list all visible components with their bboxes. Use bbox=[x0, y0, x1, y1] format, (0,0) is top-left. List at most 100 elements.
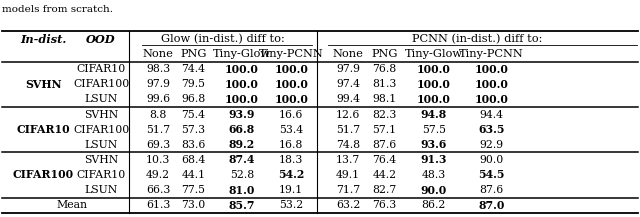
Text: None: None bbox=[333, 49, 364, 59]
Text: Mean: Mean bbox=[57, 200, 88, 210]
Text: 77.5: 77.5 bbox=[181, 185, 205, 195]
Text: 85.7: 85.7 bbox=[228, 200, 255, 211]
Text: 100.0: 100.0 bbox=[225, 64, 259, 75]
Text: CIFAR10: CIFAR10 bbox=[17, 124, 70, 135]
Text: 97.4: 97.4 bbox=[336, 79, 360, 89]
Text: 90.0: 90.0 bbox=[479, 155, 504, 165]
Text: 100.0: 100.0 bbox=[417, 64, 451, 75]
Text: 53.4: 53.4 bbox=[279, 125, 303, 135]
Text: 16.6: 16.6 bbox=[279, 110, 303, 120]
Text: 76.8: 76.8 bbox=[372, 64, 397, 74]
Text: 54.5: 54.5 bbox=[478, 169, 505, 180]
Text: 90.0: 90.0 bbox=[420, 184, 447, 196]
Text: 68.4: 68.4 bbox=[181, 155, 205, 165]
Text: 63.5: 63.5 bbox=[478, 124, 505, 135]
Text: 81.3: 81.3 bbox=[372, 79, 397, 89]
Text: 100.0: 100.0 bbox=[417, 94, 451, 105]
Text: Tiny-PCNN: Tiny-PCNN bbox=[259, 49, 324, 59]
Text: 61.3: 61.3 bbox=[146, 200, 170, 210]
Text: 52.8: 52.8 bbox=[230, 170, 254, 180]
Text: CIFAR100: CIFAR100 bbox=[73, 79, 129, 89]
Text: 79.5: 79.5 bbox=[181, 79, 205, 89]
Text: 51.7: 51.7 bbox=[336, 125, 360, 135]
Text: 97.9: 97.9 bbox=[146, 79, 170, 89]
Text: 86.2: 86.2 bbox=[422, 200, 446, 210]
Text: 63.2: 63.2 bbox=[336, 200, 360, 210]
Text: 66.3: 66.3 bbox=[146, 185, 170, 195]
Text: 92.9: 92.9 bbox=[479, 140, 504, 150]
Text: 76.4: 76.4 bbox=[372, 155, 397, 165]
Text: 99.6: 99.6 bbox=[146, 94, 170, 104]
Text: CIFAR10: CIFAR10 bbox=[77, 64, 125, 74]
Text: CIFAR10: CIFAR10 bbox=[77, 170, 125, 180]
Text: 18.3: 18.3 bbox=[279, 155, 303, 165]
Text: 76.3: 76.3 bbox=[372, 200, 397, 210]
Text: CIFAR100: CIFAR100 bbox=[13, 169, 74, 180]
Text: 93.9: 93.9 bbox=[228, 109, 255, 120]
Text: 96.8: 96.8 bbox=[181, 94, 205, 104]
Text: 100.0: 100.0 bbox=[225, 94, 259, 105]
Text: 74.4: 74.4 bbox=[181, 64, 205, 74]
Text: In-dist.: In-dist. bbox=[20, 33, 67, 44]
Text: LSUN: LSUN bbox=[84, 94, 118, 104]
Text: 87.6: 87.6 bbox=[372, 140, 397, 150]
Text: 100.0: 100.0 bbox=[475, 94, 508, 105]
Text: 94.8: 94.8 bbox=[420, 109, 447, 120]
Text: OOD: OOD bbox=[86, 33, 116, 44]
Text: 81.0: 81.0 bbox=[228, 184, 255, 196]
Text: 57.3: 57.3 bbox=[181, 125, 205, 135]
Text: PNG: PNG bbox=[180, 49, 207, 59]
Text: Tiny-Glow: Tiny-Glow bbox=[213, 49, 271, 59]
Text: 100.0: 100.0 bbox=[417, 79, 451, 90]
Text: 44.1: 44.1 bbox=[181, 170, 205, 180]
Text: 99.4: 99.4 bbox=[336, 94, 360, 104]
Text: models from scratch.: models from scratch. bbox=[2, 5, 113, 14]
Text: 91.3: 91.3 bbox=[420, 154, 447, 165]
Text: 93.6: 93.6 bbox=[420, 139, 447, 150]
Text: 8.8: 8.8 bbox=[149, 110, 167, 120]
Text: 98.1: 98.1 bbox=[372, 94, 397, 104]
Text: 73.0: 73.0 bbox=[181, 200, 205, 210]
Text: 87.6: 87.6 bbox=[479, 185, 504, 195]
Text: 100.0: 100.0 bbox=[275, 94, 308, 105]
Text: 57.1: 57.1 bbox=[372, 125, 397, 135]
Text: 53.2: 53.2 bbox=[279, 200, 303, 210]
Text: 83.6: 83.6 bbox=[181, 140, 205, 150]
Text: 94.4: 94.4 bbox=[479, 110, 504, 120]
Text: CIFAR100: CIFAR100 bbox=[73, 125, 129, 135]
Text: 89.2: 89.2 bbox=[228, 139, 255, 150]
Text: 98.3: 98.3 bbox=[146, 64, 170, 74]
Text: 54.2: 54.2 bbox=[278, 169, 305, 180]
Text: 49.2: 49.2 bbox=[146, 170, 170, 180]
Text: 57.5: 57.5 bbox=[422, 125, 446, 135]
Text: 100.0: 100.0 bbox=[275, 79, 308, 90]
Text: PCNN (in-dist.) diff to:: PCNN (in-dist.) diff to: bbox=[412, 34, 543, 44]
Text: 16.8: 16.8 bbox=[279, 140, 303, 150]
Text: 97.9: 97.9 bbox=[336, 64, 360, 74]
Text: 69.3: 69.3 bbox=[146, 140, 170, 150]
Text: 87.0: 87.0 bbox=[478, 200, 505, 211]
Text: 12.6: 12.6 bbox=[336, 110, 360, 120]
Text: SVHN: SVHN bbox=[84, 155, 118, 165]
Text: None: None bbox=[143, 49, 173, 59]
Text: 48.3: 48.3 bbox=[422, 170, 446, 180]
Text: Tiny-Glow: Tiny-Glow bbox=[405, 49, 463, 59]
Text: 100.0: 100.0 bbox=[475, 64, 508, 75]
Text: 66.8: 66.8 bbox=[228, 124, 255, 135]
Text: 82.3: 82.3 bbox=[372, 110, 397, 120]
Text: 13.7: 13.7 bbox=[336, 155, 360, 165]
Text: 74.8: 74.8 bbox=[336, 140, 360, 150]
Text: 82.7: 82.7 bbox=[372, 185, 397, 195]
Text: 19.1: 19.1 bbox=[279, 185, 303, 195]
Text: SVHN: SVHN bbox=[25, 79, 62, 90]
Text: LSUN: LSUN bbox=[84, 140, 118, 150]
Text: Glow (in-dist.) diff to:: Glow (in-dist.) diff to: bbox=[161, 34, 285, 44]
Text: SVHN: SVHN bbox=[84, 110, 118, 120]
Text: 10.3: 10.3 bbox=[146, 155, 170, 165]
Text: 51.7: 51.7 bbox=[146, 125, 170, 135]
Text: 100.0: 100.0 bbox=[475, 79, 508, 90]
Text: 87.4: 87.4 bbox=[228, 154, 255, 165]
Text: 49.1: 49.1 bbox=[336, 170, 360, 180]
Text: LSUN: LSUN bbox=[84, 185, 118, 195]
Text: Tiny-PCNN: Tiny-PCNN bbox=[459, 49, 524, 59]
